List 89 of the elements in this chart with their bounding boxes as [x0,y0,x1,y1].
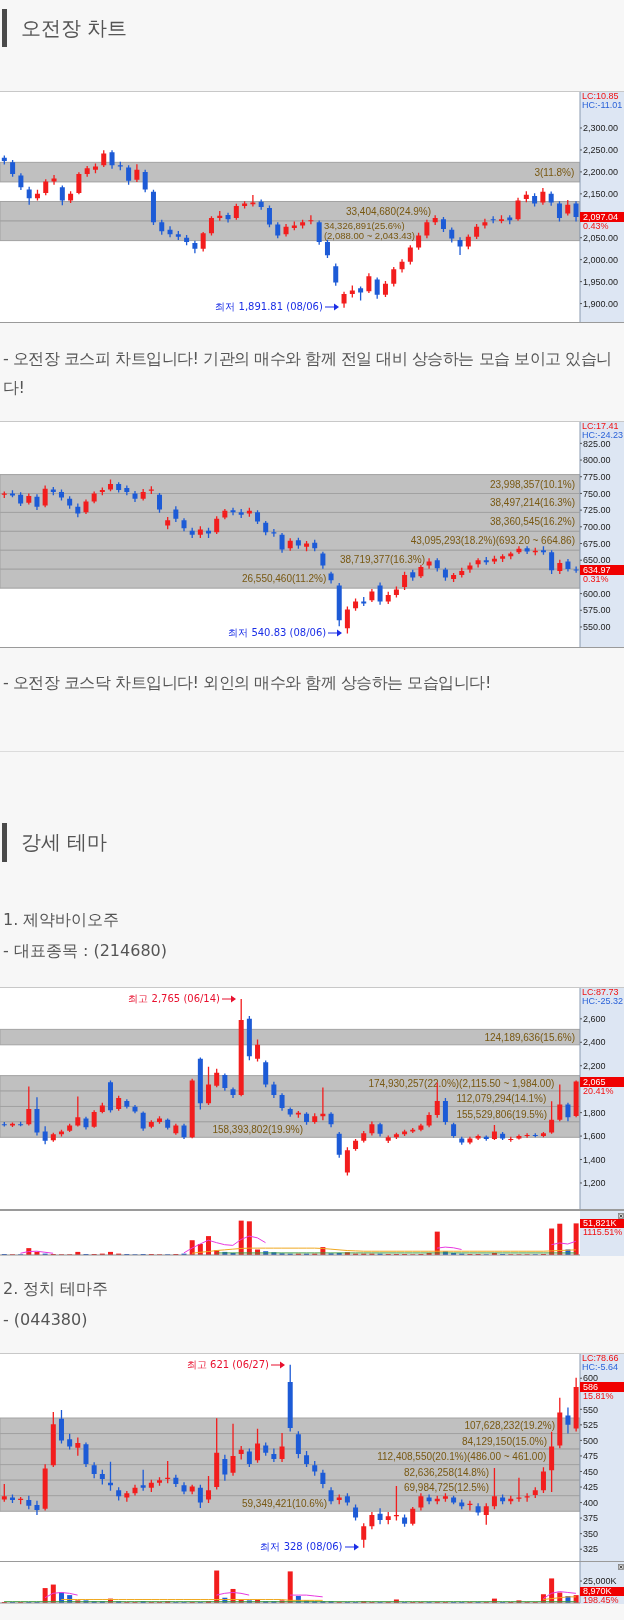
y-tick-label: 2,200.00 [583,167,619,178]
text: 15.81% [583,1390,614,1401]
band-label: 38,719,377(16.3%) [339,554,426,566]
y-tick-label: 550.00 [583,622,611,633]
y-tick-label: 550 [583,1404,599,1415]
y-tick-label: 650.00 [583,555,611,566]
y-tick-label: 700.00 [583,522,611,533]
chart-subtitle: 1. 제약바이오주 - 대표종목 : (214680) [3,909,167,962]
y-tick-label: 2,150.00 [583,189,619,200]
y-tick-label: 400 [583,1497,599,1508]
y-tick-label: 2,600 [583,1014,606,1025]
y-tick-label: 1,200 [583,1178,606,1189]
band-label: 124,189,636(15.6%) [484,1031,576,1043]
chart-title: 강세 테마 [21,829,108,856]
band-label: 69,984,725(12.5%) [403,1482,490,1494]
annotation: 최고 2,765 (06/14) [128,993,220,1006]
y-tick-label: 2,050.00 [583,232,619,243]
y-tick-label: 675.00 [583,538,611,549]
text: 0.43% [583,221,609,232]
y-tick-label: 2,000.00 [583,254,619,265]
band-label: 59,349,421(10.6%) [241,1498,328,1509]
y-tick-label: 1,900.00 [583,298,619,309]
band-label: 107,628,232(19.2%) [464,1420,556,1432]
annotation: 최저 1,891.81 (08/06) [215,301,323,314]
band-label: 84,129,150(15.0%) [461,1435,548,1447]
text: LC:78.66 [582,1353,619,1363]
text: HC:-5.64 [582,1362,619,1372]
y-tick-label: 25,000K [583,1576,617,1587]
y-tick-label: 450 [583,1466,599,1477]
y-tick-label: 800.00 [583,455,611,466]
text: 8,970K [580,1586,624,1596]
text: 634.97 [580,565,624,576]
text: HC:-25.32 [582,996,624,1006]
text: 198.45% [583,1595,619,1605]
y-tick-label: 575.00 [583,605,611,616]
y-tick-label: 725.00 [583,505,611,516]
y-tick-label: 425 [583,1482,599,1493]
band-label: 33,404,680(24.9%) [345,205,432,217]
text: LC:10.85 [582,91,619,101]
y-tick-label: 825.00 [583,438,611,449]
y-tick-label: 475 [583,1451,599,1462]
band-label: 155,529,806(19.5%) [456,1108,548,1120]
band-label: 26,550,460(11.2%) [241,573,327,585]
y-tick-label: 2,250.00 [583,145,619,156]
band-label: 174,930,257(22.0%)(2,115.50 ~ 1,984.00) [368,1077,555,1089]
text: HC:-24.23 [582,430,624,440]
y-tick-label: 750.00 [583,488,611,499]
annotation: 최고 621 (06/27) [186,1359,269,1372]
text: 2,097.04 [580,212,624,223]
band-label: 38,360,545(16.2%) [489,516,576,528]
y-tick-label: 500 [583,1435,599,1446]
y-tick-label: 1,800 [583,1107,606,1118]
y-tick-label: 600.00 [583,588,611,599]
text: HC:-11.01 [582,100,623,110]
band-label: 23,998,357(10.1%) [489,478,576,490]
text: 2,065 [580,1076,624,1087]
text: LC:17.41 [582,421,619,431]
y-tick-label: 375 [583,1513,599,1524]
text: 20.41% [583,1085,614,1096]
y-tick-label: 1,600 [583,1131,606,1142]
y-tick-label: 600 [583,1373,599,1384]
text: - 오전장 코스피 차트입니다! 기관의 매수와 함께 전일 대비 상승하는 모습 보이고 있습니다! [3,348,613,399]
band-label: 43,095,293(18.2%)(693.20 ~ 664.86) [410,535,576,547]
annotation: 최저 540.83 (08/06) [228,627,327,640]
band-label: 3(11.8%) [534,166,575,178]
y-tick-label: 2,400 [583,1037,606,1048]
chart-subtitle: 2. 정치 테마주 - (044380) [3,1278,109,1331]
y-tick-label: 350 [583,1528,599,1539]
y-tick-label: 2,300.00 [583,123,619,134]
band-label: 34,326,891(25.6%)(2,088.00 ~ 2,043.43) [323,220,416,241]
y-tick-label: 2,200 [583,1060,606,1071]
y-tick-label: 325 [583,1544,599,1555]
text: LC:87.73 [582,987,619,997]
y-tick-label: 1,400 [583,1154,606,1165]
text: 51,821K [580,1217,624,1228]
band-label: 82,636,258(14.8%) [403,1466,490,1478]
band-label: 112,079,294(14.1%) [456,1093,547,1105]
text: 0.31% [583,574,609,585]
text: - 오전장 코스닥 차트입니다! 외인의 매수와 함께 상승하는 모습입니다! [3,672,492,694]
band-label: 38,497,214(16.3%) [489,497,576,509]
y-tick-label: 525 [583,1420,599,1431]
annotation: 최저 328 (08/06) [260,1541,343,1554]
band-label: 112,408,550(20.1%)(486.00 ~ 461.00) [377,1451,547,1463]
text: 586 [580,1381,624,1392]
band-label: 158,393,802(19.9%) [212,1124,304,1136]
y-tick-label: 1,950.00 [583,276,619,287]
y-tick-label: 775.00 [583,471,611,482]
chart-title: 오전장 차트 [21,15,128,42]
text: 1115.51% [583,1226,623,1237]
